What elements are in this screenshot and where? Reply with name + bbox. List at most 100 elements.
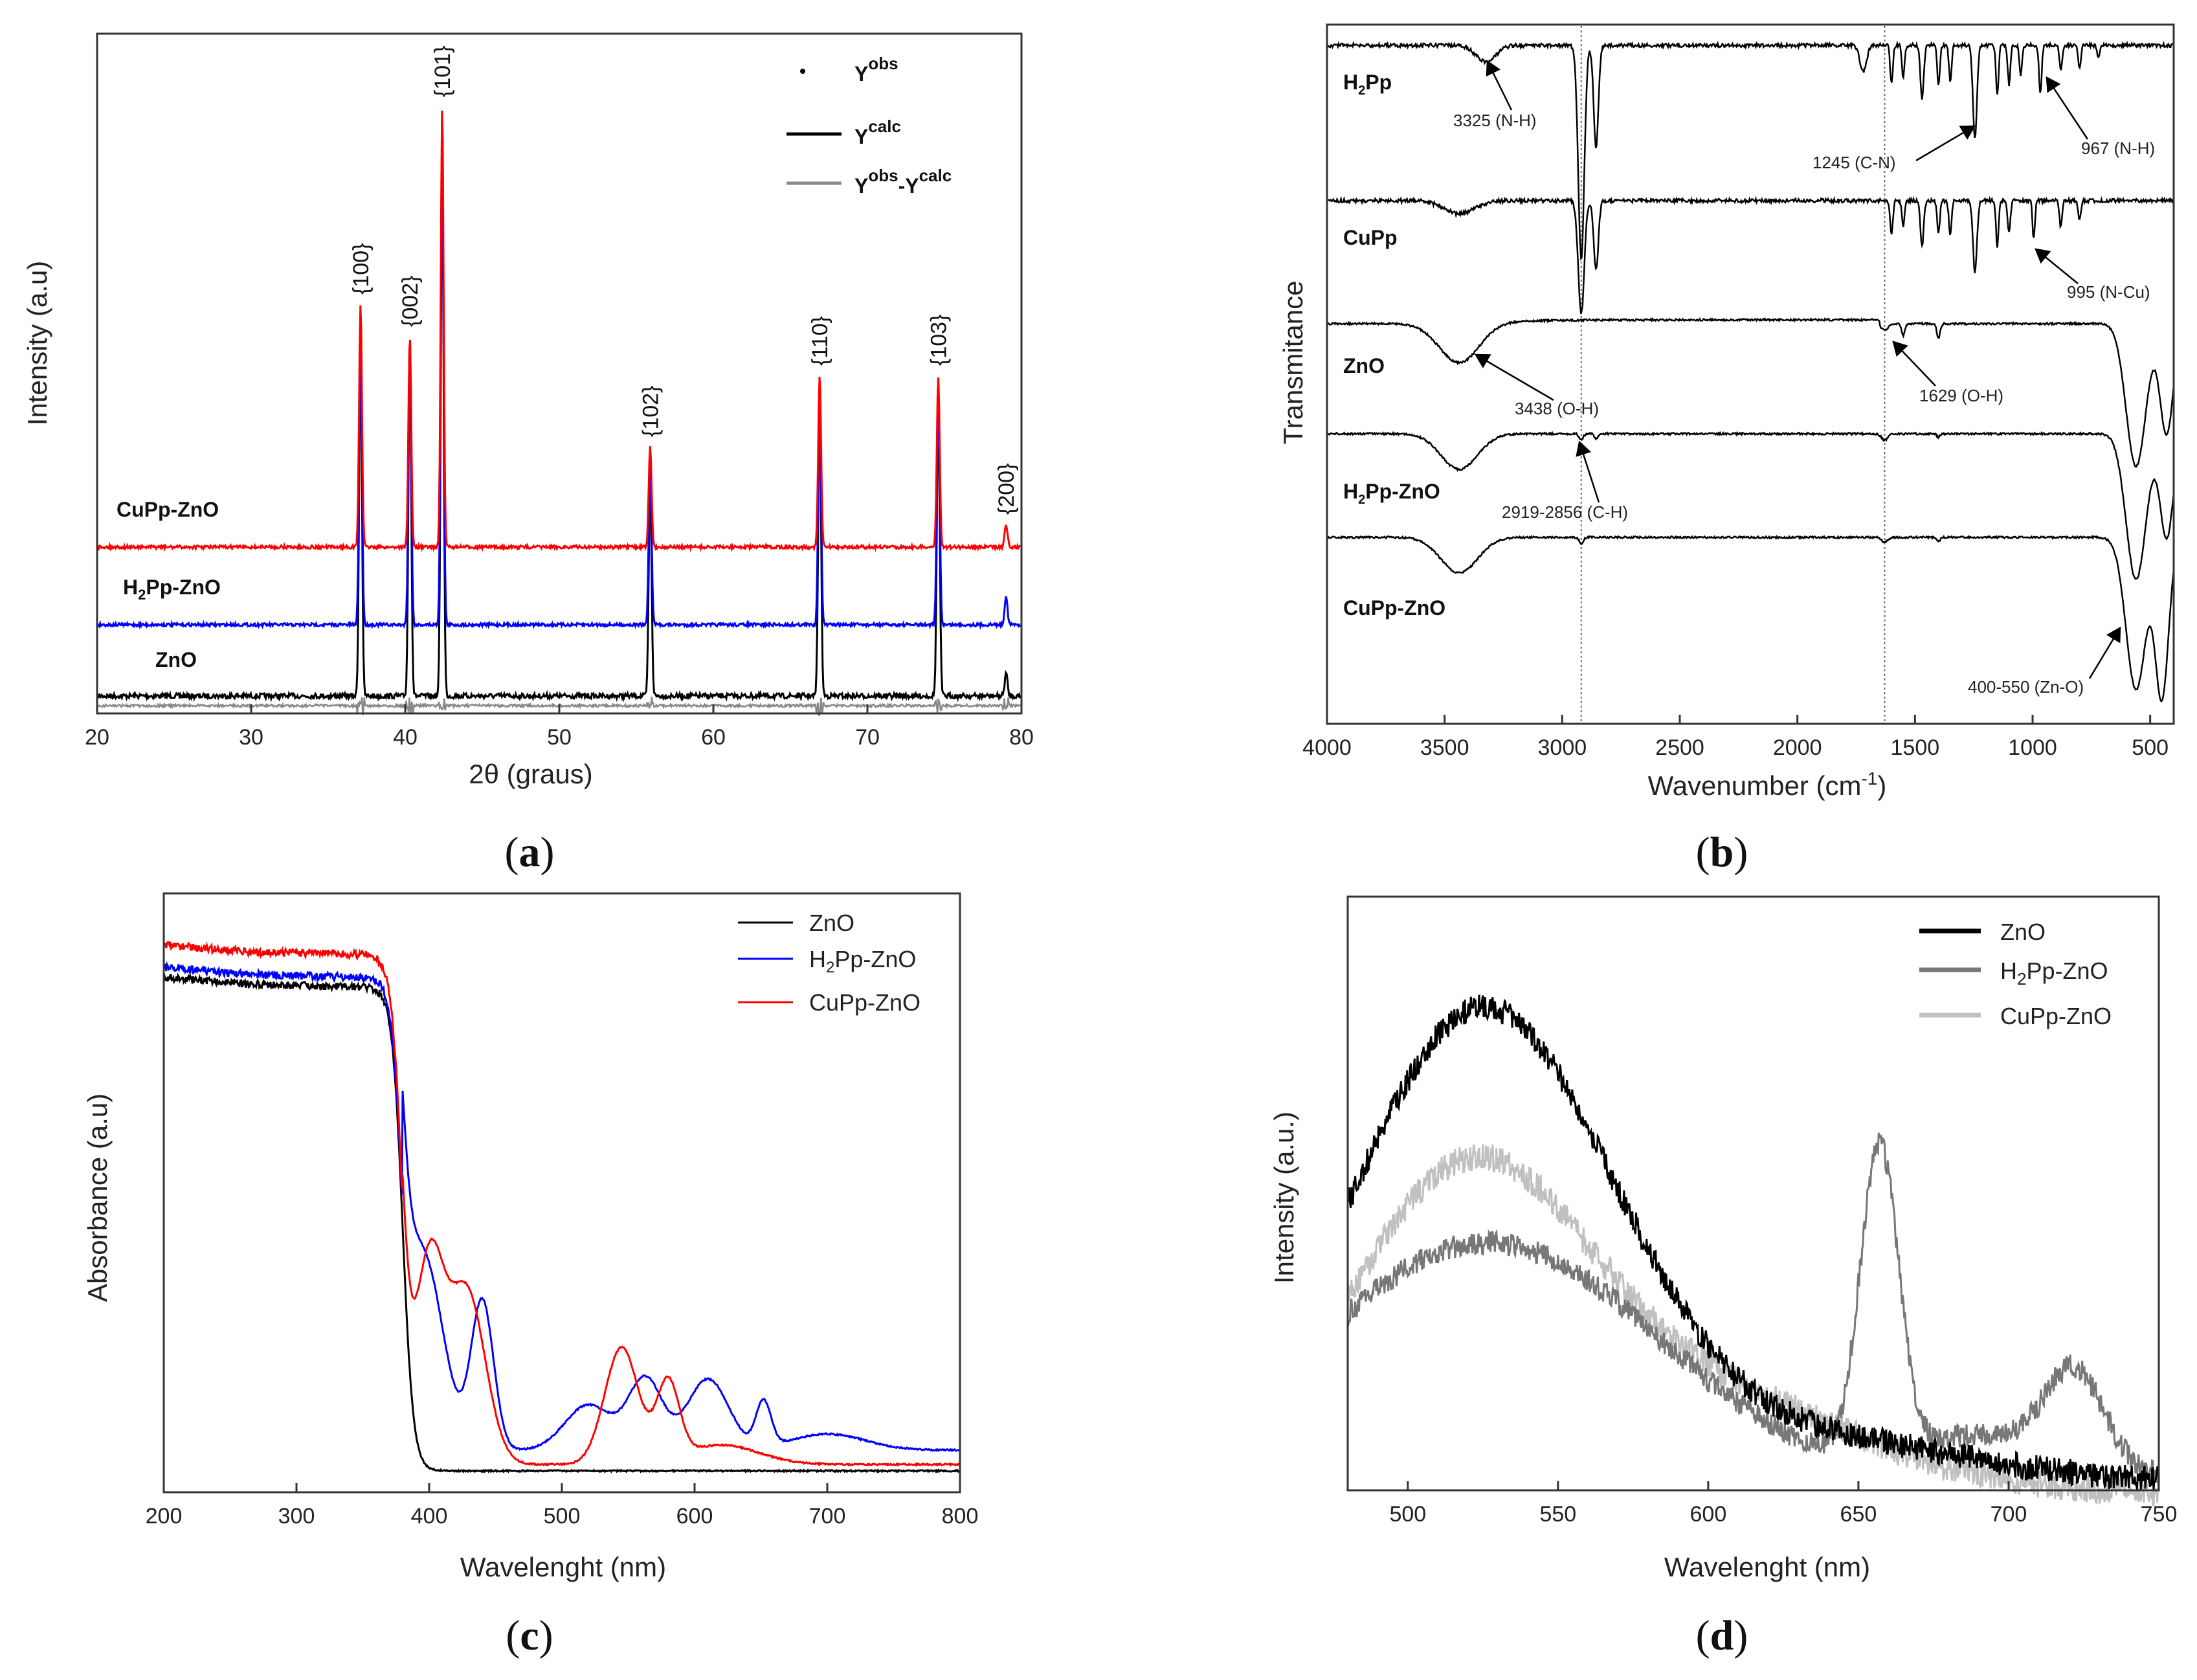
panel-b-xlabel: Wavenumber (cm-1) bbox=[1648, 768, 1887, 801]
panel-d-tick-label: 550 bbox=[1539, 1502, 1576, 1527]
panel-d-tick-label: 500 bbox=[1389, 1502, 1426, 1527]
panel-d-tick-label: 600 bbox=[1690, 1502, 1727, 1527]
panel-c-curves bbox=[162, 941, 960, 1474]
legend-ycalc-label: Ycalc bbox=[854, 117, 901, 148]
series-zno-line bbox=[1346, 994, 2160, 1491]
legend-yobs-marker bbox=[800, 69, 805, 74]
panel-d-legend: ZnO H2Pp-ZnO CuPp-ZnO bbox=[1919, 919, 2112, 1029]
legend-yobs-label: Yobs bbox=[854, 54, 898, 85]
panel-c-ylabel: Absorbance (a.u) bbox=[82, 1093, 113, 1302]
legend-c-h2pp-zno: H2Pp-ZnO bbox=[809, 946, 916, 976]
panel-b-tick-label: 500 bbox=[2132, 735, 2169, 760]
panel-b-tick-label: 3000 bbox=[1538, 735, 1587, 760]
panel-a-tick-label: 40 bbox=[393, 725, 418, 750]
series-h2pp-zno-line bbox=[162, 961, 960, 1453]
annotation-3438: 3438 (O-H) bbox=[1515, 399, 1599, 418]
panel-b-xticks: 4000 3500 3000 2500 2000 1500 1000 500 bbox=[1302, 715, 2169, 760]
panel-a-tick-label: 30 bbox=[239, 725, 263, 750]
legend-c-cupp-zno: CuPp-ZnO bbox=[809, 989, 920, 1016]
legend-c-zno: ZnO bbox=[809, 910, 854, 936]
panel-a-peak-labels: {100} {002} {101} {102} {110} {103} {200} bbox=[349, 46, 1019, 515]
panel-b-series-labels: H2Pp CuPp ZnO H2Pp-ZnO CuPp-ZnO bbox=[1343, 71, 1445, 620]
panel-b-curves bbox=[1326, 40, 2175, 703]
panel-b-label-h2pp-zno: H2Pp-ZnO bbox=[1343, 480, 1440, 507]
panel-d-xticks: 500 550 600 650 700 750 bbox=[1389, 1481, 2177, 1527]
panel-c-tick-label: 700 bbox=[809, 1504, 846, 1529]
series-cupp-zno-line bbox=[1326, 534, 2175, 703]
panel-b-label-cupp: CuPp bbox=[1343, 226, 1398, 249]
panel-c-tick-label: 300 bbox=[278, 1504, 315, 1529]
annotation-995: 995 (N-Cu) bbox=[2067, 282, 2150, 302]
panel-a-tick-label: 50 bbox=[547, 725, 572, 750]
panel-c-legend: ZnO H2Pp-ZnO CuPp-ZnO bbox=[738, 910, 920, 1016]
panel-d-curves bbox=[1346, 994, 2160, 1506]
panel-b-reference-lines bbox=[1580, 26, 1886, 722]
panel-c-tick-label: 400 bbox=[411, 1504, 448, 1529]
annotation-1245: 1245 (C-N) bbox=[1812, 153, 1896, 172]
series-cupp-zno-line bbox=[1346, 1144, 2160, 1506]
panel-c-tick-label: 500 bbox=[544, 1504, 581, 1529]
arrow-3438 bbox=[1474, 353, 1554, 401]
arrow-1245 bbox=[1915, 125, 1976, 162]
panel-a-curves bbox=[96, 110, 1021, 717]
panel-c-tick-label: 200 bbox=[146, 1504, 183, 1529]
series-h2pp-line bbox=[1326, 40, 2174, 262]
panel-b-label-h2pp: H2Pp bbox=[1343, 71, 1392, 98]
peak-label: {100} bbox=[349, 243, 374, 295]
panel-c-tick-label: 800 bbox=[942, 1504, 979, 1529]
series-h2pp-zno-line bbox=[96, 147, 1021, 630]
panel-a-caption: (a) bbox=[505, 829, 555, 876]
panel-d-xlabel: Wavelenght (nm) bbox=[1664, 1552, 1870, 1582]
peak-label: {102} bbox=[638, 386, 663, 437]
annotation-2919: 2919-2856 (C-H) bbox=[1502, 502, 1628, 522]
panel-b-tick-label: 2500 bbox=[1655, 735, 1704, 760]
panel-b-ylabel: Transmitance bbox=[1278, 281, 1308, 445]
panel-a-tick-label: 80 bbox=[1009, 725, 1034, 750]
peak-label: {103} bbox=[926, 315, 951, 366]
series-cupp-zno-line bbox=[96, 110, 1021, 552]
panel-a-xticks: 20 30 40 50 60 70 80 bbox=[85, 704, 1034, 750]
panel-b-tick-label: 1500 bbox=[1891, 735, 1940, 760]
panel-a-legend: Yobs Ycalc Yobs-Ycalc bbox=[786, 54, 952, 197]
panel-a-ylabel: Intensity (a.u) bbox=[22, 261, 52, 425]
panel-b-tick-label: 2000 bbox=[1773, 735, 1822, 760]
arrow-995 bbox=[2035, 248, 2079, 284]
panel-c-xlabel: Wavelenght (nm) bbox=[460, 1552, 666, 1582]
series-zno-line bbox=[162, 972, 960, 1474]
panel-b-label-cupp-zno: CuPp-ZnO bbox=[1343, 596, 1445, 620]
series-h2pp-zno-line bbox=[1326, 431, 2175, 580]
panel-d-tick-label: 650 bbox=[1840, 1502, 1877, 1527]
arrow-1629 bbox=[1892, 341, 1936, 386]
panel-c-chart: Absorbance (a.u) Wavelenght (nm) ZnO H2P… bbox=[82, 892, 979, 1659]
panel-b-chart: Transmitance Wavenumber (cm-1) H2Pp CuPp… bbox=[1278, 23, 2175, 876]
peak-label: {110} bbox=[808, 316, 832, 366]
legend-d-cupp-zno: CuPp-ZnO bbox=[2000, 1003, 2112, 1029]
panel-b-annotations: 3325 (N-H) 1245 (C-N) 967 (N-H) 995 (N-C… bbox=[1453, 60, 2155, 697]
peak-label: {200} bbox=[994, 464, 1019, 515]
series-cupp-zno-line bbox=[162, 941, 960, 1467]
annotation-1629: 1629 (O-H) bbox=[1919, 386, 2003, 405]
panel-d-chart: Intensity (a.u.) Wavelenght (nm) ZnO H2P… bbox=[1269, 895, 2177, 1659]
arrow-2919 bbox=[1576, 440, 1600, 503]
legend-ydiff-label: Yobs-Ycalc bbox=[854, 166, 952, 197]
panel-b-caption: (b) bbox=[1696, 829, 1748, 876]
panel-b-tick-label: 4000 bbox=[1302, 735, 1352, 760]
legend-d-zno: ZnO bbox=[2000, 919, 2046, 945]
series-h2pp-zno-line bbox=[1346, 1132, 2160, 1484]
panel-a-tick-label: 20 bbox=[85, 725, 109, 750]
arrow-967 bbox=[2046, 76, 2089, 140]
panel-d-caption: (d) bbox=[1696, 1612, 1748, 1659]
annotation-967: 967 (N-H) bbox=[2081, 139, 2155, 158]
panel-a-label-cupp-zno: CuPp-ZnO bbox=[117, 498, 219, 521]
legend-d-h2pp-zno: H2Pp-ZnO bbox=[2000, 958, 2108, 989]
panel-b-frame bbox=[1326, 23, 2175, 725]
panel-d-tick-label: 700 bbox=[1991, 1502, 2027, 1527]
series-cupp-line bbox=[1326, 196, 2175, 315]
panel-a-label-h2pp-zno: H2Pp-ZnO bbox=[123, 576, 221, 603]
arrow-400-550 bbox=[2088, 626, 2121, 679]
panel-b-tick-label: 1000 bbox=[2008, 735, 2057, 760]
panel-c-xticks: 200 300 400 500 600 700 800 bbox=[146, 1483, 979, 1529]
panel-d-tick-label: 750 bbox=[2141, 1502, 2178, 1527]
panel-a-series-labels: CuPp-ZnO H2Pp-ZnO ZnO bbox=[117, 498, 221, 671]
